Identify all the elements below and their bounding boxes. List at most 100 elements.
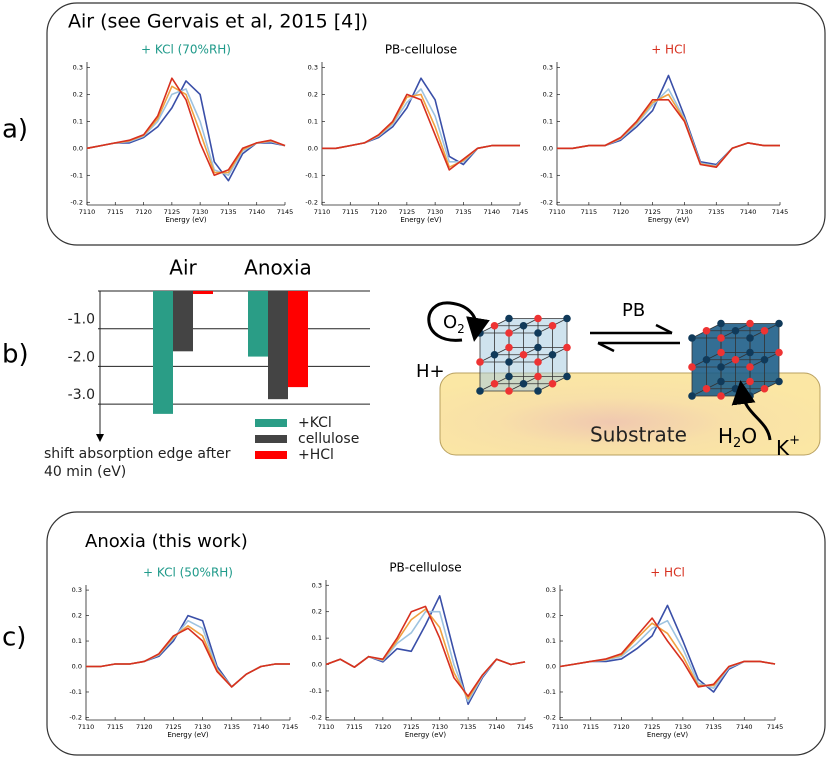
x-tick-label: 7120 (136, 723, 153, 731)
curved-arrow (427, 301, 490, 342)
atom (505, 329, 513, 337)
y-tick-label: -0.1 (305, 171, 318, 179)
x-tick-label: 7120 (612, 208, 629, 216)
bar (173, 291, 193, 352)
atom (548, 350, 557, 359)
chart-title: + HCl (650, 566, 685, 580)
atom (746, 319, 754, 328)
spectrum-line (322, 77, 520, 166)
category-label: Air (169, 256, 197, 280)
y-tick-label: 0.3 (543, 63, 553, 71)
spectrum-line (325, 608, 526, 700)
panel-title: Air (see Gervais et al, 2015 [4]) (68, 11, 368, 33)
y-tick-label: 0.2 (72, 612, 82, 620)
spectrum-line (322, 93, 520, 168)
x-tick-label: 7145 (512, 208, 529, 216)
spectrum-line (559, 622, 776, 687)
atom (717, 392, 725, 400)
x-tick-label: 7115 (582, 723, 599, 731)
x-tick-label: 7140 (253, 723, 270, 731)
atom (476, 358, 484, 366)
spectrum-line (322, 93, 520, 171)
y-tick-label: 0.1 (73, 117, 83, 125)
y-tick-label: 0.0 (73, 144, 83, 152)
x-tick-label: 7120 (613, 723, 630, 731)
spectrum-line (86, 619, 290, 688)
x-tick-label: 7115 (107, 723, 124, 731)
x-tick-label: 7140 (483, 208, 500, 216)
atom (688, 334, 696, 342)
y-tick-label: -1.0 (68, 312, 95, 328)
x-tick-label: 7135 (708, 208, 725, 216)
spectrum-line (86, 627, 290, 688)
x-tick-label: 7140 (740, 208, 757, 216)
x-tick-label: 7115 (342, 208, 359, 216)
curved-arrow (731, 380, 772, 441)
atom (505, 387, 513, 395)
atom (534, 372, 542, 381)
x-tick-label: 7145 (767, 723, 784, 731)
atom (490, 379, 499, 388)
h2o-base: H (718, 424, 733, 448)
h2o-rest: O (741, 424, 757, 448)
atom (490, 321, 499, 330)
bar (288, 291, 308, 388)
atom (505, 358, 513, 366)
atom (717, 363, 725, 371)
legend-label: +KCl (298, 415, 332, 431)
atom (688, 363, 696, 371)
y-tick-label: 0.2 (308, 90, 318, 98)
y-tick-label: -0.1 (543, 688, 556, 696)
spectrum-line (559, 617, 776, 688)
y-tick-label: -3.0 (68, 387, 95, 403)
y-tick-label: 0.3 (308, 63, 318, 71)
x-tick-label: 7130 (431, 723, 448, 731)
chart-title: + HCl (651, 43, 686, 57)
x-tick-label: 7110 (552, 723, 569, 731)
x-tick-label: 7120 (370, 208, 387, 216)
y-tick-label: 0.0 (543, 144, 553, 152)
x-tick-label: 7125 (403, 723, 420, 731)
chart-title: + KCl (70%RH) (141, 43, 231, 57)
y-tick-label: 0.0 (546, 663, 556, 671)
x-tick-label: 7125 (165, 723, 182, 731)
y-tick-label: -0.2 (540, 198, 553, 206)
category-label: Anoxia (244, 256, 312, 280)
atom (731, 355, 740, 364)
atom (746, 377, 754, 386)
x-tick-label: 7115 (346, 723, 363, 731)
atom (731, 384, 740, 393)
atom (688, 392, 696, 400)
atom (717, 319, 725, 328)
atom (563, 372, 571, 381)
x-tick-label: 7130 (675, 723, 692, 731)
spectrum-line (86, 77, 286, 177)
x-axis-label: Energy (eV) (405, 731, 447, 739)
chart-title: PB-cellulose (385, 43, 457, 57)
atom (760, 326, 769, 335)
atom (717, 348, 725, 357)
x-tick-label: 7145 (772, 208, 789, 216)
atom (534, 387, 542, 395)
x-tick-label: 7135 (460, 723, 477, 731)
arrow (655, 323, 673, 335)
arrow (597, 341, 615, 353)
y-tick-label: -0.2 (543, 713, 556, 721)
y-tick-label: 0.3 (546, 586, 556, 594)
y-tick-label: 0.2 (546, 612, 556, 620)
x-tick-label: 7110 (79, 208, 96, 216)
atom (746, 334, 754, 342)
x-tick-label: 7135 (705, 723, 722, 731)
x-axis-label: Energy (eV) (165, 216, 207, 224)
atom (775, 319, 783, 328)
x-axis-label: Energy (eV) (400, 216, 442, 224)
y-tick-label: 0.3 (73, 63, 83, 71)
atom (775, 348, 783, 357)
atom (505, 372, 513, 381)
spectrum-line (557, 93, 780, 168)
y-tick-label: -0.2 (70, 198, 83, 206)
atom (746, 348, 754, 357)
legend-swatch (255, 451, 287, 459)
substrate-label: Substrate (590, 423, 687, 447)
